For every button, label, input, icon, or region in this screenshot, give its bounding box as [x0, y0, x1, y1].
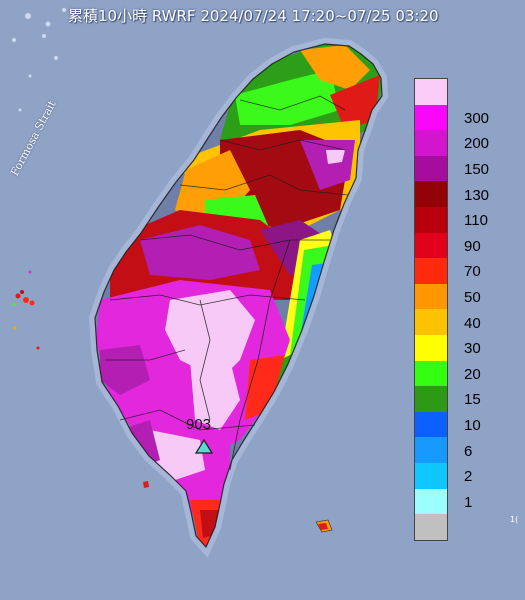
legend-label: 110	[464, 212, 488, 230]
legend-label: 15	[464, 391, 481, 409]
map-title: 累積10小時 RWRF 2024/07/24 17:20~07/25 03:20	[68, 7, 439, 25]
legend-label: 10	[464, 417, 481, 434]
legend-label: 70	[464, 263, 481, 281]
legend-label: 40	[464, 314, 481, 332]
legend-label: 1	[464, 493, 473, 511]
legend-swatch-column	[414, 78, 448, 541]
legend-swatch	[415, 258, 447, 284]
legend-swatch	[415, 181, 447, 207]
legend-label: 6	[464, 442, 473, 460]
legend-swatch	[415, 155, 447, 182]
legend-swatch	[415, 411, 447, 438]
legend-swatch	[415, 130, 447, 156]
legend-label: 20	[464, 365, 481, 383]
legend-label: 90	[464, 237, 481, 255]
max-value-label: 903	[186, 416, 212, 433]
legend-label: 30	[464, 340, 481, 358]
legend-swatch	[415, 79, 447, 105]
legend-swatch	[415, 206, 447, 233]
legend-swatch	[415, 283, 447, 310]
legend-swatch	[415, 334, 447, 361]
edge-mark-label: 1(	[510, 515, 519, 524]
legend-swatch	[415, 462, 447, 489]
triangle-marker-icon	[194, 438, 214, 454]
legend-label: 300	[464, 109, 490, 127]
legend-label: 2	[464, 468, 473, 486]
legend-swatch	[415, 437, 447, 463]
legend-swatch	[415, 104, 447, 131]
legend-label: 130	[464, 186, 490, 204]
offshore-islands	[12, 270, 333, 533]
legend-swatch	[415, 232, 447, 259]
legend-label: 200	[464, 135, 490, 153]
legend-swatch	[415, 514, 447, 540]
county-borders	[94, 43, 383, 549]
legend-swatch	[415, 360, 447, 387]
legend-label: 150	[464, 161, 490, 178]
legend-label: 50	[464, 289, 481, 306]
cloud-speckles	[12, 8, 66, 112]
legend-swatch	[415, 309, 447, 335]
legend-swatch	[415, 488, 447, 515]
legend-swatch	[415, 386, 447, 412]
